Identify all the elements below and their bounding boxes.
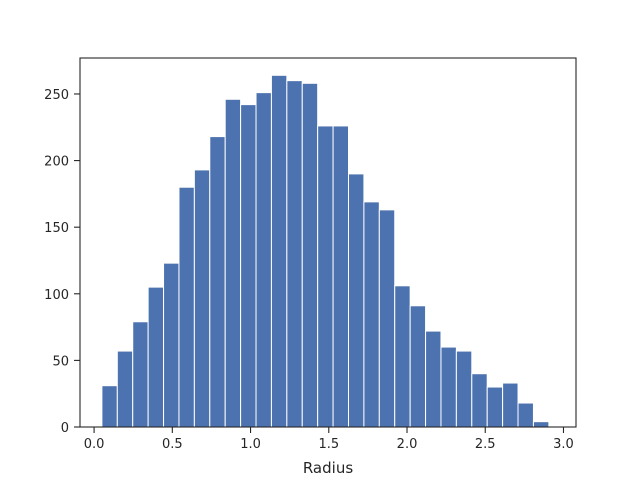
plot-frame <box>79 57 577 428</box>
histogram-bar <box>317 125 334 428</box>
histogram-bar <box>363 201 380 428</box>
x-axis-label: Radius <box>303 459 353 477</box>
x-axis-ticks: 0.0 0.5 1.0 1.5 2.0 2.5 3.0 <box>84 427 574 452</box>
histogram-bar <box>193 169 211 428</box>
histogram-bar <box>240 104 257 428</box>
y-tick-label: 250 <box>44 88 69 103</box>
histogram-bar <box>347 173 365 428</box>
histogram-bar <box>101 385 118 428</box>
histogram-bar <box>270 74 288 428</box>
histogram-bar <box>163 262 180 428</box>
y-axis-ticks: 0 50 100 150 200 250 <box>44 88 80 436</box>
histogram-bar <box>332 125 349 428</box>
histogram-bar <box>471 373 488 428</box>
histogram-bar <box>440 346 457 428</box>
y-tick-label: 0 <box>61 421 69 436</box>
histogram-bar <box>116 350 134 428</box>
histogram-bar <box>486 386 504 428</box>
histogram-bar <box>517 402 534 428</box>
histogram-bar <box>286 80 303 428</box>
y-tick-label: 150 <box>44 221 69 236</box>
x-tick-label: 3.0 <box>553 437 574 452</box>
histogram-bar <box>455 350 473 428</box>
histogram-bars <box>101 74 550 428</box>
histogram-bar <box>409 305 427 428</box>
histogram-bar <box>209 136 226 428</box>
x-tick-label: 1.0 <box>240 437 261 452</box>
y-tick-label: 200 <box>44 155 69 170</box>
x-tick-label: 0.0 <box>84 437 105 452</box>
histogram-bar <box>532 421 550 428</box>
y-tick-label: 100 <box>44 288 69 303</box>
y-tick-label: 50 <box>52 354 69 369</box>
histogram-bar <box>132 321 149 428</box>
histogram-bar <box>224 98 242 428</box>
x-tick-label: 0.5 <box>162 437 183 452</box>
histogram-bar <box>502 382 519 428</box>
x-tick-label: 2.5 <box>475 437 496 452</box>
x-tick-label: 2.0 <box>397 437 418 452</box>
histogram-bar <box>301 82 319 428</box>
x-tick-label: 1.5 <box>318 437 339 452</box>
histogram-bar <box>394 285 411 428</box>
histogram-bar <box>378 209 396 428</box>
histogram-bar <box>147 286 165 428</box>
histogram-bar <box>255 92 272 428</box>
histogram-bar <box>178 186 195 428</box>
histogram-bar <box>425 330 442 428</box>
